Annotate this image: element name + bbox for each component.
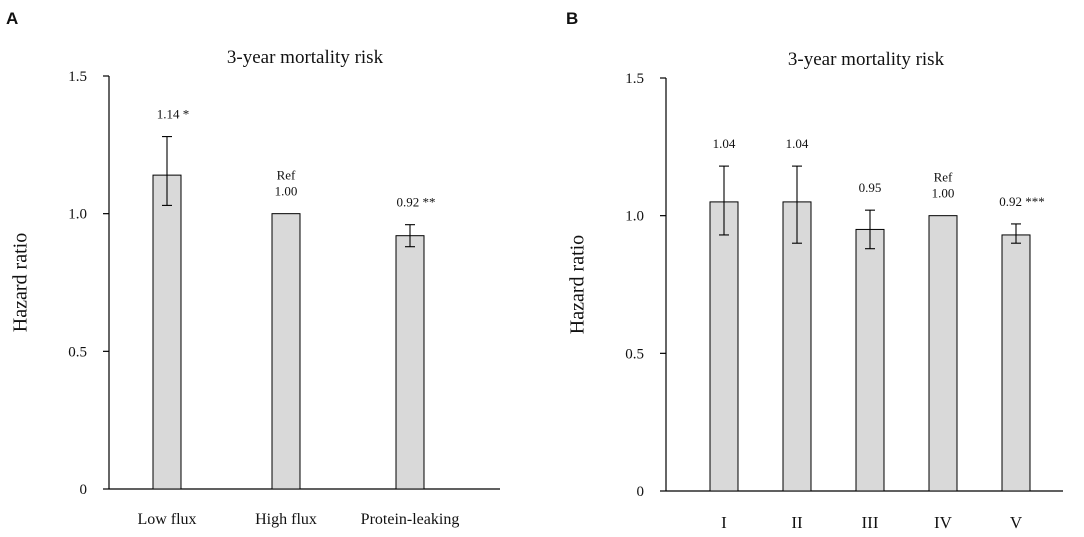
- panel-b-data-label-iii: 0.95: [859, 180, 882, 195]
- panel-b-data-label-iv: Ref: [934, 170, 953, 185]
- panel-a-data-label-protein-leaking: 0.92 **: [397, 195, 436, 210]
- panel-b-data-label-iv: 1.00: [932, 186, 955, 201]
- panel-b-ytick-label: 0: [637, 484, 645, 500]
- panel-a-ytick-label: 1.0: [68, 207, 87, 223]
- panel-b-letter: B: [566, 9, 578, 28]
- panel-a-bar-low-flux: [152, 174, 182, 490]
- panel-a-ytick-label: 0: [80, 482, 88, 498]
- panel-b-xtick-iv: IV: [934, 513, 953, 532]
- panel-a-bar-high-flux: [271, 213, 301, 490]
- panel-a-bar-protein-leaking: [395, 235, 425, 490]
- panel-b-xtick-ii: II: [791, 513, 803, 532]
- panel-a: A 3-year mortality risk Hazard ratio 0 0.5 1.…: [6, 9, 500, 528]
- panel-b-xtick-v: V: [1010, 513, 1023, 532]
- panel-a-data-label-high-flux: Ref: [277, 168, 296, 183]
- panel-a-xtick-protein-leaking: Protein-leaking: [361, 511, 460, 528]
- panel-b-data-label-v: 0.92 ***: [999, 194, 1045, 209]
- panel-a-data-label-high-flux: 1.00: [275, 184, 298, 199]
- panel-a-letter: A: [6, 9, 18, 28]
- panel-b-bar-v: [1001, 234, 1031, 492]
- panel-b-bar-iii: [855, 228, 885, 492]
- panel-a-title: 3-year mortality risk: [227, 47, 384, 68]
- panel-a-ylabel: Hazard ratio: [10, 233, 32, 332]
- panel-b-bar-iv: [928, 215, 958, 492]
- panel-b-data-label-ii: 1.04: [786, 136, 809, 151]
- panel-b: B 3-year mortality risk Hazard ratio 0 0.5 1.…: [566, 9, 1063, 532]
- panel-b-bar-ii: [782, 201, 812, 492]
- panel-b-title: 3-year mortality risk: [788, 49, 945, 70]
- panel-b-ylabel: Hazard ratio: [567, 235, 589, 334]
- panel-a-data-label-low-flux: 1.14 *: [157, 107, 190, 122]
- panel-a-ytick-label: 0.5: [68, 344, 87, 360]
- panel-b-xtick-i: I: [721, 513, 727, 532]
- panel-a-xtick-high-flux: High flux: [255, 511, 317, 528]
- panel-b-data-label-i: 1.04: [713, 136, 736, 151]
- panel-a-xtick-low-flux: Low flux: [137, 511, 196, 528]
- panel-b-ytick-label: 1.0: [625, 209, 644, 225]
- panel-b-ytick-label: 1.5: [625, 71, 644, 87]
- panel-a-ytick-label: 1.5: [68, 69, 87, 85]
- panel-b-ytick-label: 0.5: [625, 346, 644, 362]
- panel-b-bar-i: [709, 201, 739, 492]
- panel-b-xtick-iii: III: [862, 513, 879, 532]
